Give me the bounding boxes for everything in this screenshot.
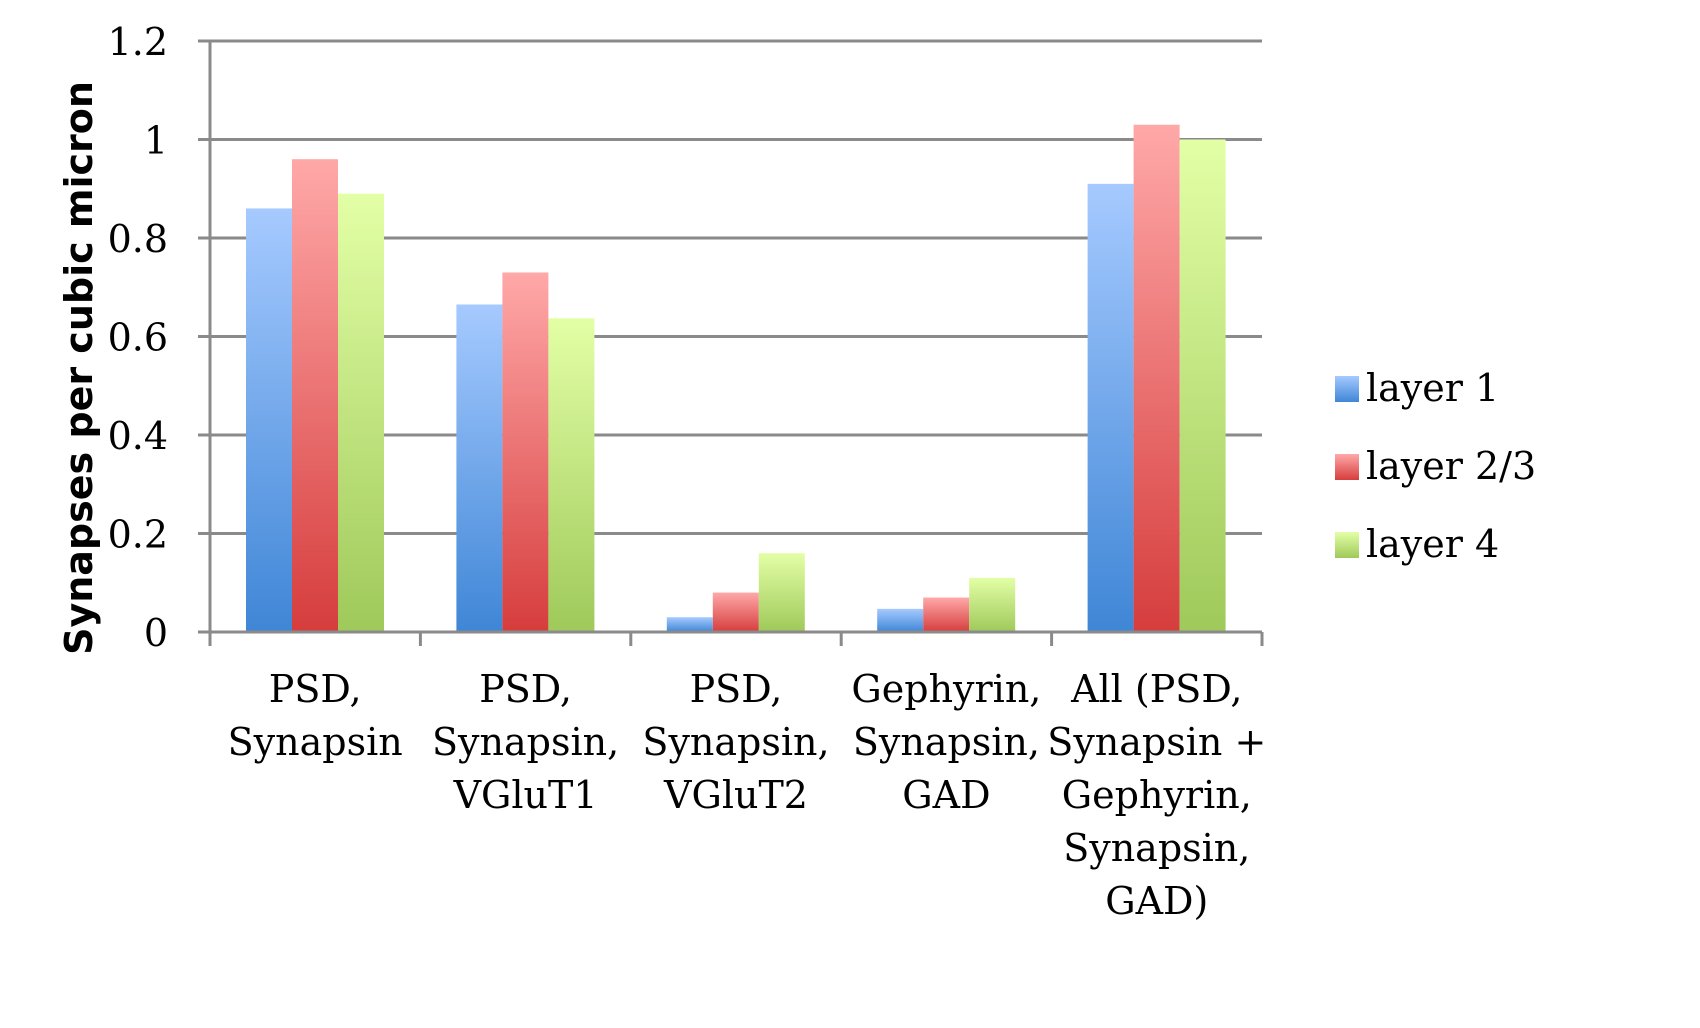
x-tick-label-line: Synapsin,: [853, 720, 1040, 764]
x-tick-label-line: Synapsin,: [432, 720, 619, 764]
y-tick-label: 0.8: [108, 217, 168, 261]
bar-layer-4-3: [969, 577, 1016, 632]
x-tick-label-line: Synapsin +: [1047, 720, 1266, 764]
y-tick-label: 1.2: [108, 20, 168, 64]
legend-label: layer 4: [1366, 522, 1499, 566]
bars: [246, 124, 1226, 633]
x-tick-label-line: Synapsin,: [1063, 826, 1250, 870]
x-tick-label-line: VGluT2: [663, 773, 808, 817]
bar-layer-4-1: [548, 318, 595, 632]
x-tick-label: PSD, Synapsin: [228, 667, 403, 764]
x-tick-label-line: Synapsin,: [642, 720, 829, 764]
bar-layer-2-3-1: [502, 272, 549, 632]
x-tick-label-line: VGluT1: [453, 773, 598, 817]
x-tick-labels: PSD, Synapsin PSD, Synapsin, VGluT1 PSD, Synap…: [228, 667, 1267, 923]
bar-layer-1-3: [877, 608, 924, 632]
x-tick-label: PSD, Synapsin, VGluT1: [432, 667, 619, 817]
y-tick-label: 1: [144, 119, 168, 163]
bar-layer-2-3-3: [923, 597, 970, 632]
y-tick-label: 0.4: [108, 414, 168, 458]
x-tick-label-line: PSD,: [690, 667, 783, 711]
y-tick-labels: 0 0.2 0.4 0.6 0.8 1 1.2: [108, 20, 168, 655]
legend-swatch: [1335, 532, 1359, 558]
legend-swatch: [1335, 454, 1359, 480]
x-tick-label-line: Synapsin: [228, 720, 403, 764]
bar-layer-4-0: [338, 193, 384, 633]
x-tick-label-line: PSD,: [269, 667, 362, 711]
y-tick-label: 0: [144, 611, 168, 655]
x-tick-label: PSD, Synapsin, VGluT2: [642, 667, 829, 817]
y-tick-label: 0.2: [108, 513, 168, 557]
bar-layer-1-2: [666, 617, 713, 632]
bar-layer-1-4: [1087, 183, 1134, 632]
x-tick-label-line: Gephyrin,: [1062, 773, 1252, 817]
legend-label: layer 2/3: [1366, 444, 1536, 488]
x-tick-label-line: Gephyrin,: [851, 667, 1041, 711]
bar-layer-4-4: [1179, 139, 1226, 632]
x-tick-label-line: All (PSD,: [1070, 667, 1242, 711]
x-tick-label-line: GAD: [902, 773, 990, 817]
x-tick-label: All (PSD, Synapsin + Gephyrin, Synapsin, GAD…: [1047, 667, 1266, 923]
x-tick-label-line: PSD,: [479, 667, 572, 711]
legend-swatch: [1335, 376, 1359, 402]
bar-layer-2-3-2: [712, 592, 759, 632]
y-axis-title: Synapses per cubic micron: [57, 81, 101, 655]
bar-layer-1-1: [456, 304, 503, 632]
bar-layer-2-3-0: [292, 159, 338, 632]
legend: layer 1 layer 2/3 layer 4: [1335, 366, 1536, 566]
x-tick-label: Gephyrin, Synapsin, GAD: [851, 667, 1041, 817]
bar-layer-4-2: [758, 553, 805, 632]
bar-layer-2-3-4: [1133, 124, 1180, 632]
y-tick-label: 0.6: [108, 316, 168, 360]
legend-label: layer 1: [1366, 366, 1499, 410]
bar-layer-1-0: [246, 208, 292, 632]
axes: [198, 41, 1264, 646]
x-tick-label-line: GAD): [1105, 879, 1208, 923]
